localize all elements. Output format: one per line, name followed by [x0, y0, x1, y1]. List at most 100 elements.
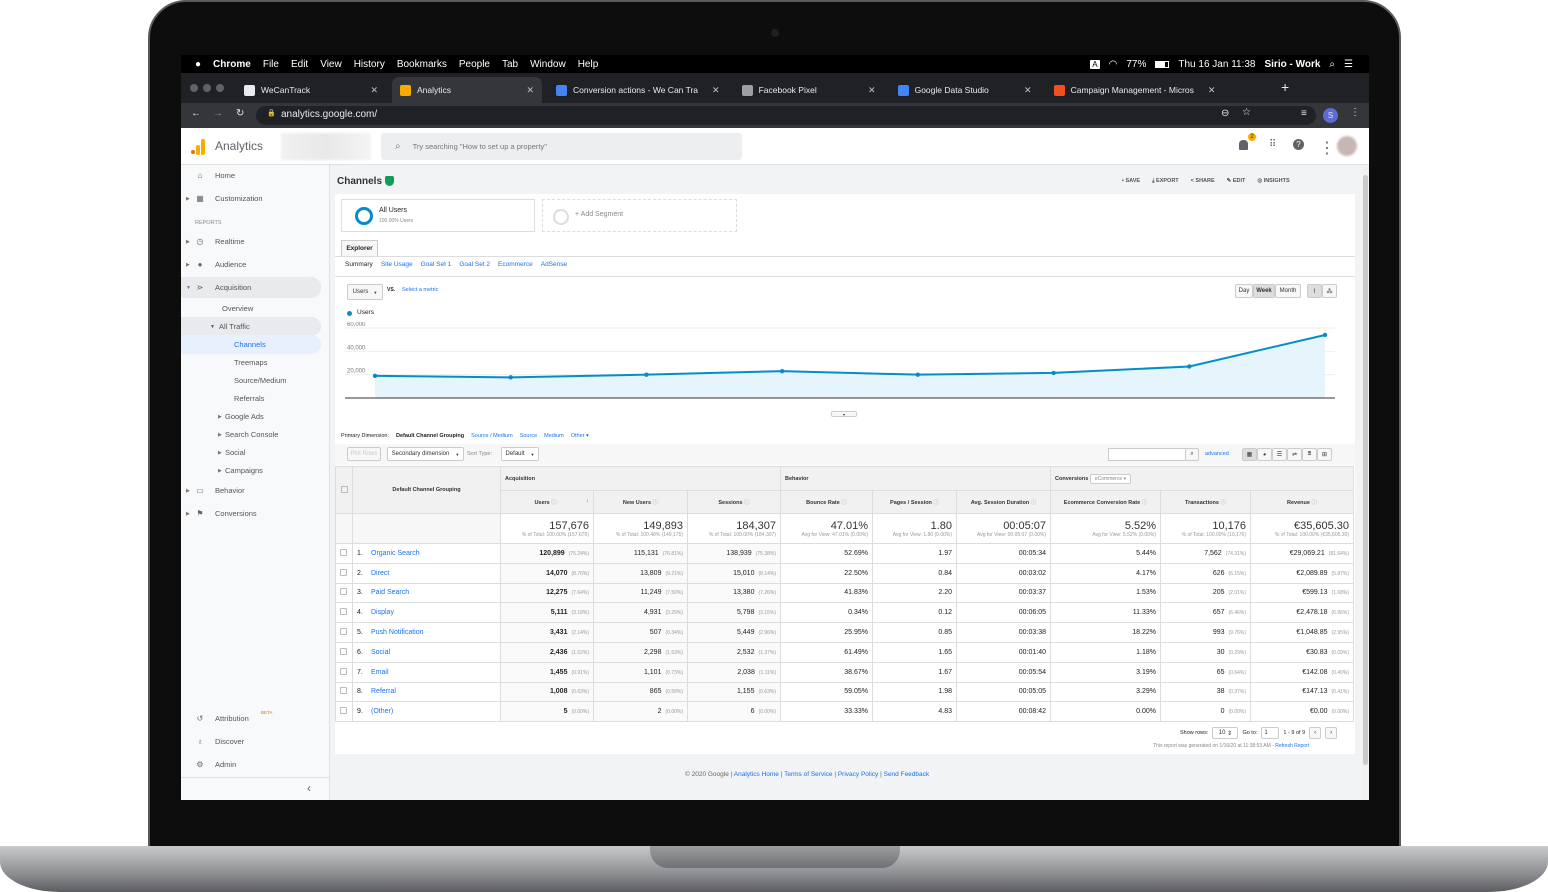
table-filter-input[interactable] [1108, 448, 1186, 461]
menu-tab[interactable]: Tab [501, 58, 519, 70]
new-tab-button[interactable]: + [1281, 79, 1290, 95]
notification-center-icon[interactable]: ☰ [1344, 58, 1353, 70]
profile-avatar[interactable]: S [1323, 108, 1338, 123]
goto-input[interactable]: 1 [1261, 727, 1280, 739]
sidebar-item-behavior[interactable]: ▶ ▭ Behavior [186, 486, 245, 495]
sidebar-item-home[interactable]: ⌂ Home [181, 166, 321, 185]
menu-window[interactable]: Window [530, 58, 566, 70]
address-bar[interactable] [256, 106, 1316, 125]
sidebar-item-all-traffic[interactable]: ▼ All Traffic [181, 317, 321, 336]
browser-tab[interactable]: Campaign Management - Micros ✕ [1046, 77, 1224, 103]
window-controls[interactable] [190, 84, 224, 92]
account-selector[interactable] [281, 133, 371, 160]
bookmark-star-icon[interactable]: ☆ [1242, 107, 1251, 118]
menu-file[interactable]: File [262, 58, 279, 70]
channel-link[interactable]: Referral [371, 688, 396, 696]
motion-chart-icon[interactable]: ⁂ [1322, 284, 1337, 298]
channel-link[interactable]: Paid Search [371, 589, 410, 597]
dim-medium[interactable]: Medium [544, 433, 564, 439]
channel-link[interactable]: Organic Search [371, 549, 420, 557]
sidebar-item-overview[interactable]: Overview [222, 304, 254, 313]
chart-resize-handle[interactable]: ▾ [831, 411, 857, 417]
menu-help[interactable]: Help [577, 58, 599, 70]
dim-source-medium[interactable]: Source / Medium [471, 433, 513, 439]
help-icon[interactable]: ? [1293, 139, 1304, 150]
channel-link[interactable]: Direct [371, 569, 390, 577]
sidebar-item-campaigns[interactable]: ▶ Campaigns [218, 466, 263, 475]
plot-rows-button[interactable]: Plot Rows [347, 447, 381, 461]
row-checkbox[interactable] [335, 582, 353, 604]
show-rows-select[interactable]: 10 ⇕ [1212, 727, 1239, 739]
dim-source[interactable]: Source [519, 433, 538, 439]
segment-all-users[interactable]: All Users 100.00% Users [341, 199, 535, 232]
save-button[interactable]: ▪ SAVE [1122, 178, 1141, 184]
sidebar-item-admin[interactable]: ⚙ Admin [196, 760, 237, 769]
collapse-sidebar-button[interactable]: ‹ [307, 781, 311, 795]
subtab-adsense[interactable]: AdSense [540, 261, 568, 268]
row-checkbox[interactable] [335, 681, 353, 703]
select-all-checkbox[interactable] [335, 466, 353, 514]
day-button[interactable]: Day [1235, 284, 1253, 298]
subtab-ecommerce[interactable]: Ecommerce [498, 261, 533, 268]
chrome-menu-icon[interactable]: ⋮ [1350, 107, 1360, 118]
back-icon[interactable]: ← [191, 108, 201, 119]
sidebar-item-attribution[interactable]: ↺ Attribution BETA [196, 710, 273, 723]
share-button[interactable]: < SHARE [1190, 178, 1215, 184]
column-header[interactable]: Users ⓘ ↓ [500, 490, 594, 514]
sidebar-item-referrals[interactable]: Referrals [234, 394, 265, 403]
sidebar-item-social[interactable]: ▶ Social [218, 448, 246, 457]
row-checkbox[interactable] [335, 622, 353, 643]
add-segment-button[interactable]: + Add Segment [542, 199, 737, 232]
column-header[interactable]: Revenue ⓘ [1250, 490, 1355, 514]
search-bar[interactable]: ⌕ Try searching "How to set up a property… [381, 133, 742, 160]
reload-icon[interactable]: ↻ [236, 108, 245, 119]
advanced-filter-link[interactable]: advanced [1205, 451, 1229, 457]
comparison-view-icon[interactable]: ⇌ [1287, 448, 1302, 461]
export-button[interactable]: ⤓ EXPORT [1152, 178, 1179, 184]
column-header[interactable]: Sessions ⓘ [687, 490, 781, 514]
menu-bookmarks[interactable]: Bookmarks [396, 58, 447, 70]
menu-app[interactable]: Chrome [213, 58, 251, 70]
url-text[interactable]: analytics.google.com/ [281, 109, 378, 120]
conversions-select[interactable]: eCommerce ▾ [1089, 473, 1132, 484]
row-checkbox[interactable] [335, 661, 353, 683]
close-window[interactable] [190, 84, 198, 92]
apps-icon[interactable]: ⠿ [1269, 139, 1277, 150]
menu-people[interactable]: People [458, 58, 490, 70]
browser-tab[interactable]: Conversion actions - We Can Tra ✕ [548, 77, 728, 103]
next-page-button[interactable]: › [1325, 727, 1338, 739]
select-metric-link[interactable]: Select a metric [402, 287, 439, 293]
pie-view-icon[interactable]: ◕ [1257, 448, 1272, 461]
footer-terms[interactable]: Terms of Service [784, 771, 833, 778]
menu-view[interactable]: View [320, 58, 342, 70]
subtab-summary[interactable]: Summary [345, 261, 373, 268]
subtab-goal-set-1[interactable]: Goal Set 1 [420, 261, 452, 268]
sidebar-item-treemaps[interactable]: Treemaps [234, 358, 268, 367]
subtab-site-usage[interactable]: Site Usage [380, 261, 413, 268]
channel-link[interactable]: Email [371, 668, 389, 676]
column-header[interactable]: Transactions ⓘ [1160, 490, 1252, 514]
close-tab-icon[interactable]: ✕ [712, 84, 720, 95]
column-header[interactable]: Pages / Session ⓘ [872, 490, 957, 514]
prev-page-button[interactable]: ‹ [1309, 727, 1322, 739]
channel-link[interactable]: (Other) [371, 708, 394, 716]
close-tab-icon[interactable]: ✕ [868, 84, 876, 95]
column-header[interactable]: Avg. Session Duration ⓘ [955, 490, 1052, 514]
sidebar-item-search-console[interactable]: ▶ Search Console [218, 430, 279, 439]
scrollbar[interactable] [1362, 165, 1369, 800]
row-checkbox[interactable] [335, 602, 353, 624]
sidebar-item-customization[interactable]: ▶ ▦ Customization [186, 194, 263, 203]
close-tab-icon[interactable]: ✕ [1207, 84, 1216, 95]
row-checkbox[interactable] [335, 562, 353, 584]
channel-link[interactable]: Social [371, 648, 391, 656]
sidebar-item-discover[interactable]: ♁ Discover [197, 737, 245, 746]
edit-button[interactable]: ✎ EDIT [1226, 178, 1246, 184]
row-checkbox[interactable] [335, 543, 353, 564]
more-icon[interactable]: ⋮ [1319, 140, 1335, 157]
footer-analytics-home[interactable]: Analytics Home [733, 771, 779, 778]
insights-button[interactable]: ◎ INSIGHTS [1257, 178, 1290, 184]
media-icon[interactable]: ≡ [1301, 108, 1307, 119]
zoom-icon[interactable]: ⊖ [1221, 108, 1230, 119]
sidebar-item-channels[interactable]: Channels [181, 335, 321, 354]
sort-type-select[interactable]: Default ▼ [501, 447, 539, 461]
